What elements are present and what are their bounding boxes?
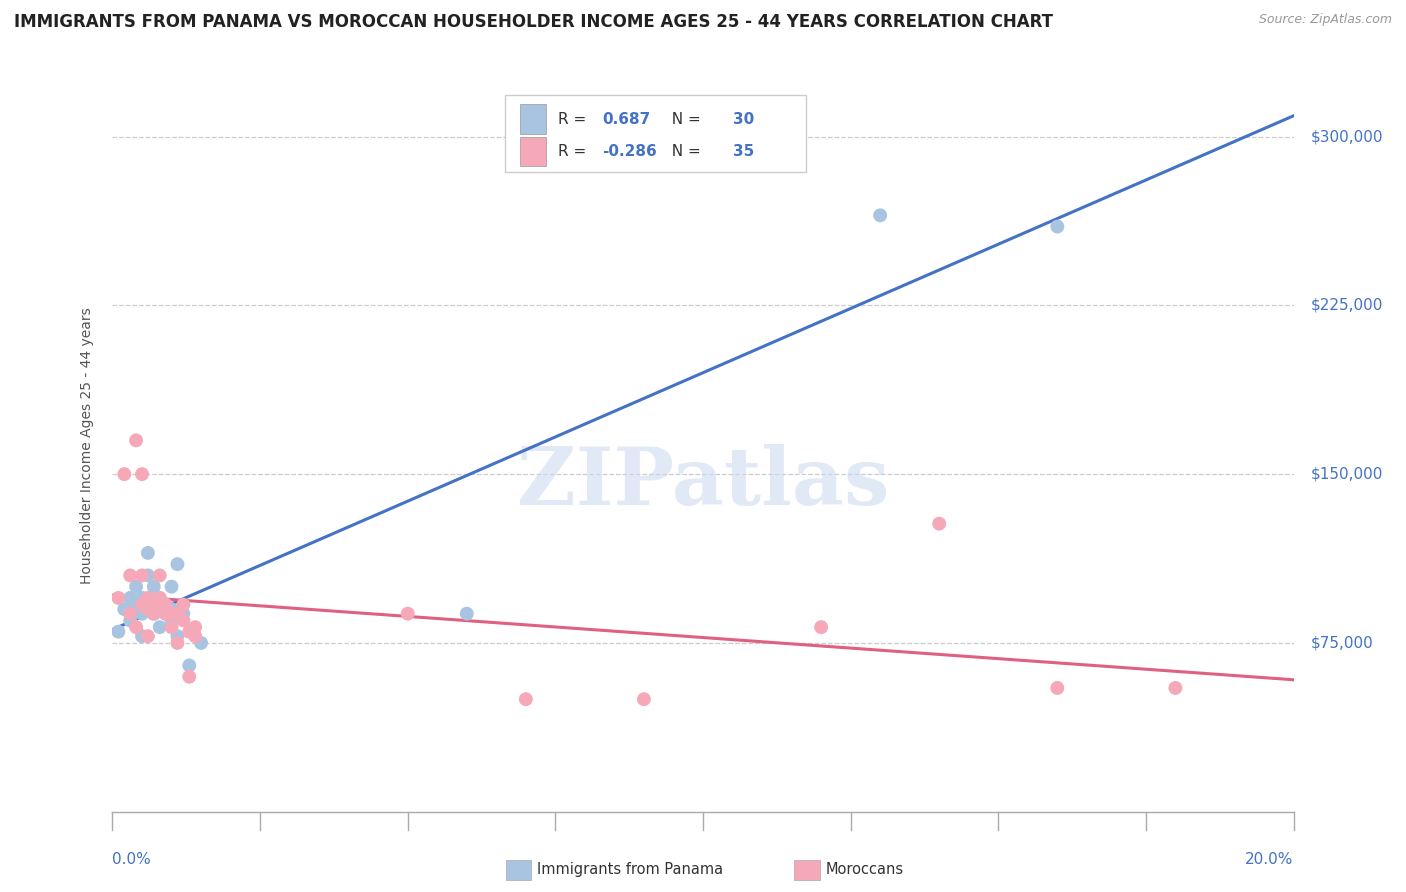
Point [136, 602, 159, 616]
Text: Immigrants from Panama: Immigrants from Panama [537, 863, 723, 877]
Point [160, 607, 183, 621]
Point [149, 568, 172, 582]
Point [515, 692, 537, 706]
Point [160, 602, 183, 616]
Point [112, 602, 135, 616]
Point [166, 629, 188, 643]
Text: 0.0%: 0.0% [112, 852, 152, 867]
Point [131, 568, 153, 582]
Point [155, 607, 177, 621]
Point [179, 624, 201, 639]
Point [131, 598, 153, 612]
Point [120, 591, 142, 605]
Point [166, 607, 188, 621]
Point [160, 580, 183, 594]
Point [160, 620, 183, 634]
Point [107, 624, 129, 639]
Text: 30: 30 [733, 112, 754, 127]
Point [120, 607, 142, 621]
Text: $225,000: $225,000 [1312, 298, 1384, 313]
Point [1164, 681, 1187, 695]
Point [142, 607, 165, 621]
Point [149, 591, 172, 605]
Point [184, 629, 207, 643]
Point [166, 636, 188, 650]
Point [155, 607, 177, 621]
Text: N =: N = [662, 112, 706, 127]
Text: R =: R = [558, 144, 591, 159]
Point [149, 591, 172, 605]
Text: Source: ZipAtlas.com: Source: ZipAtlas.com [1258, 13, 1392, 27]
Point [179, 658, 201, 673]
Point [810, 620, 832, 634]
Point [131, 607, 153, 621]
Point [160, 614, 183, 628]
Point [1046, 681, 1069, 695]
Point [155, 598, 177, 612]
Text: $150,000: $150,000 [1312, 467, 1384, 482]
Point [125, 580, 148, 594]
Point [166, 557, 188, 571]
Point [136, 568, 159, 582]
Text: IMMIGRANTS FROM PANAMA VS MOROCCAN HOUSEHOLDER INCOME AGES 25 - 44 YEARS CORRELA: IMMIGRANTS FROM PANAMA VS MOROCCAN HOUSE… [14, 13, 1053, 31]
Point [184, 620, 207, 634]
Text: $75,000: $75,000 [1312, 635, 1374, 650]
Point [928, 516, 950, 531]
Point [869, 208, 891, 222]
Text: R =: R = [558, 112, 591, 127]
Point [125, 434, 148, 448]
Text: Moroccans: Moroccans [825, 863, 904, 877]
Point [136, 629, 159, 643]
Point [142, 607, 165, 621]
Point [633, 692, 655, 706]
Text: 20.0%: 20.0% [1246, 852, 1294, 867]
Text: $300,000: $300,000 [1312, 129, 1384, 144]
Point [136, 546, 159, 560]
Text: ZIPatlas: ZIPatlas [517, 443, 889, 522]
Point [131, 629, 153, 643]
Point [179, 670, 201, 684]
Point [120, 614, 142, 628]
Point [131, 467, 153, 482]
Text: 35: 35 [733, 144, 754, 159]
Point [149, 620, 172, 634]
Point [107, 591, 129, 605]
Point [190, 636, 212, 650]
Point [456, 607, 478, 621]
Point [125, 598, 148, 612]
Point [136, 602, 159, 616]
Point [1046, 219, 1069, 234]
Point [172, 598, 194, 612]
Point [112, 467, 135, 482]
Point [136, 591, 159, 605]
Point [172, 607, 194, 621]
Point [172, 614, 194, 628]
FancyBboxPatch shape [505, 95, 806, 171]
Point [142, 602, 165, 616]
FancyBboxPatch shape [520, 136, 546, 166]
Point [396, 607, 419, 621]
Point [120, 568, 142, 582]
Text: -0.286: -0.286 [603, 144, 658, 159]
Point [125, 620, 148, 634]
Text: N =: N = [662, 144, 706, 159]
Y-axis label: Householder Income Ages 25 - 44 years: Householder Income Ages 25 - 44 years [80, 308, 94, 584]
Point [142, 580, 165, 594]
Point [155, 598, 177, 612]
Point [142, 598, 165, 612]
Text: 0.687: 0.687 [603, 112, 651, 127]
Point [131, 591, 153, 605]
FancyBboxPatch shape [520, 104, 546, 134]
